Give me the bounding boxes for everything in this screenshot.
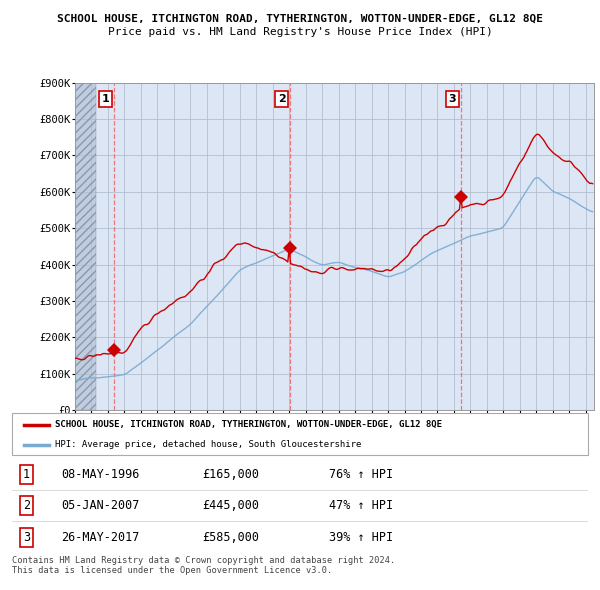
Text: HPI: Average price, detached house, South Gloucestershire: HPI: Average price, detached house, Sout… <box>55 440 362 450</box>
Text: 39% ↑ HPI: 39% ↑ HPI <box>329 530 393 543</box>
Text: £585,000: £585,000 <box>202 530 259 543</box>
Text: Contains HM Land Registry data © Crown copyright and database right 2024.
This d: Contains HM Land Registry data © Crown c… <box>12 556 395 575</box>
Text: 3: 3 <box>23 530 30 543</box>
Text: Price paid vs. HM Land Registry's House Price Index (HPI): Price paid vs. HM Land Registry's House … <box>107 27 493 37</box>
Text: 2: 2 <box>278 94 286 104</box>
Text: 3: 3 <box>449 94 456 104</box>
Text: SCHOOL HOUSE, ITCHINGTON ROAD, TYTHERINGTON, WOTTON-UNDER-EDGE, GL12 8QE: SCHOOL HOUSE, ITCHINGTON ROAD, TYTHERING… <box>57 14 543 24</box>
Text: £445,000: £445,000 <box>202 499 259 512</box>
Bar <box>75 83 97 410</box>
FancyBboxPatch shape <box>12 413 588 455</box>
Text: 1: 1 <box>23 468 30 481</box>
Text: SCHOOL HOUSE, ITCHINGTON ROAD, TYTHERINGTON, WOTTON-UNDER-EDGE, GL12 8QE: SCHOOL HOUSE, ITCHINGTON ROAD, TYTHERING… <box>55 421 442 430</box>
Text: 08-MAY-1996: 08-MAY-1996 <box>61 468 139 481</box>
Bar <box>75 83 97 410</box>
Text: 76% ↑ HPI: 76% ↑ HPI <box>329 468 393 481</box>
Text: 26-MAY-2017: 26-MAY-2017 <box>61 530 139 543</box>
Text: 1: 1 <box>102 94 110 104</box>
Text: 2: 2 <box>23 499 30 512</box>
Text: 47% ↑ HPI: 47% ↑ HPI <box>329 499 393 512</box>
Text: £165,000: £165,000 <box>202 468 259 481</box>
Text: 05-JAN-2007: 05-JAN-2007 <box>61 499 139 512</box>
